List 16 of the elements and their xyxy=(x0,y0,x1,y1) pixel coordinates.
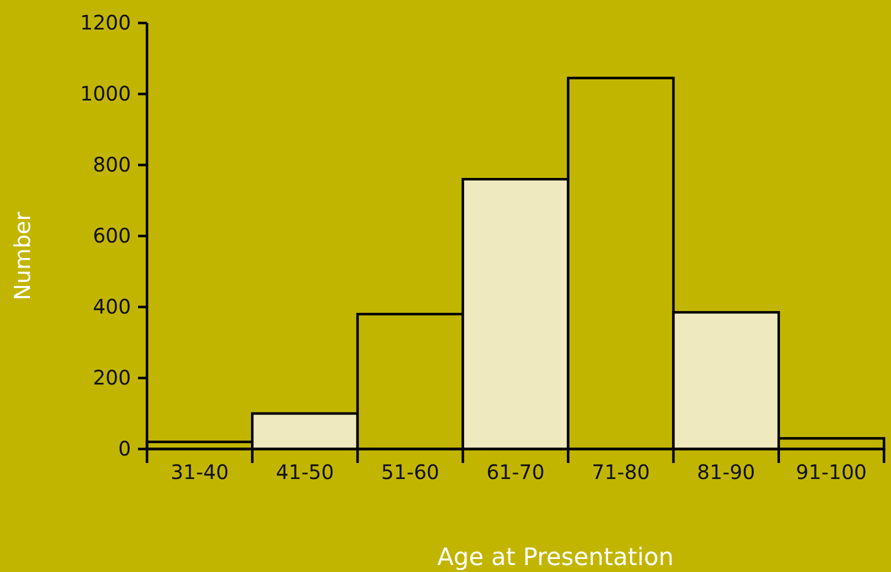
y-tick-label: 800 xyxy=(92,152,131,176)
y-tick-label: 400 xyxy=(92,294,131,318)
y-tick-label: 200 xyxy=(92,365,131,390)
y-tick-label: 600 xyxy=(92,223,131,248)
x-tick-label: 41-50 xyxy=(276,460,334,484)
x-tick-label: 91-100 xyxy=(796,460,867,484)
y-tick-label: 1000 xyxy=(80,81,131,106)
x-tick-label: 81-90 xyxy=(697,460,756,484)
x-tick-label: 61-70 xyxy=(486,460,545,484)
x-tick-label: 51-60 xyxy=(381,460,440,484)
x-tick-label: 31-40 xyxy=(170,460,229,484)
y-axis-title: Number xyxy=(11,210,36,300)
y-tick-label: 1200 xyxy=(80,10,131,34)
y-tick-label: 0 xyxy=(118,436,131,460)
x-tick-label: 71-80 xyxy=(592,460,650,484)
x-axis-title: Age at Presentation xyxy=(437,543,674,571)
